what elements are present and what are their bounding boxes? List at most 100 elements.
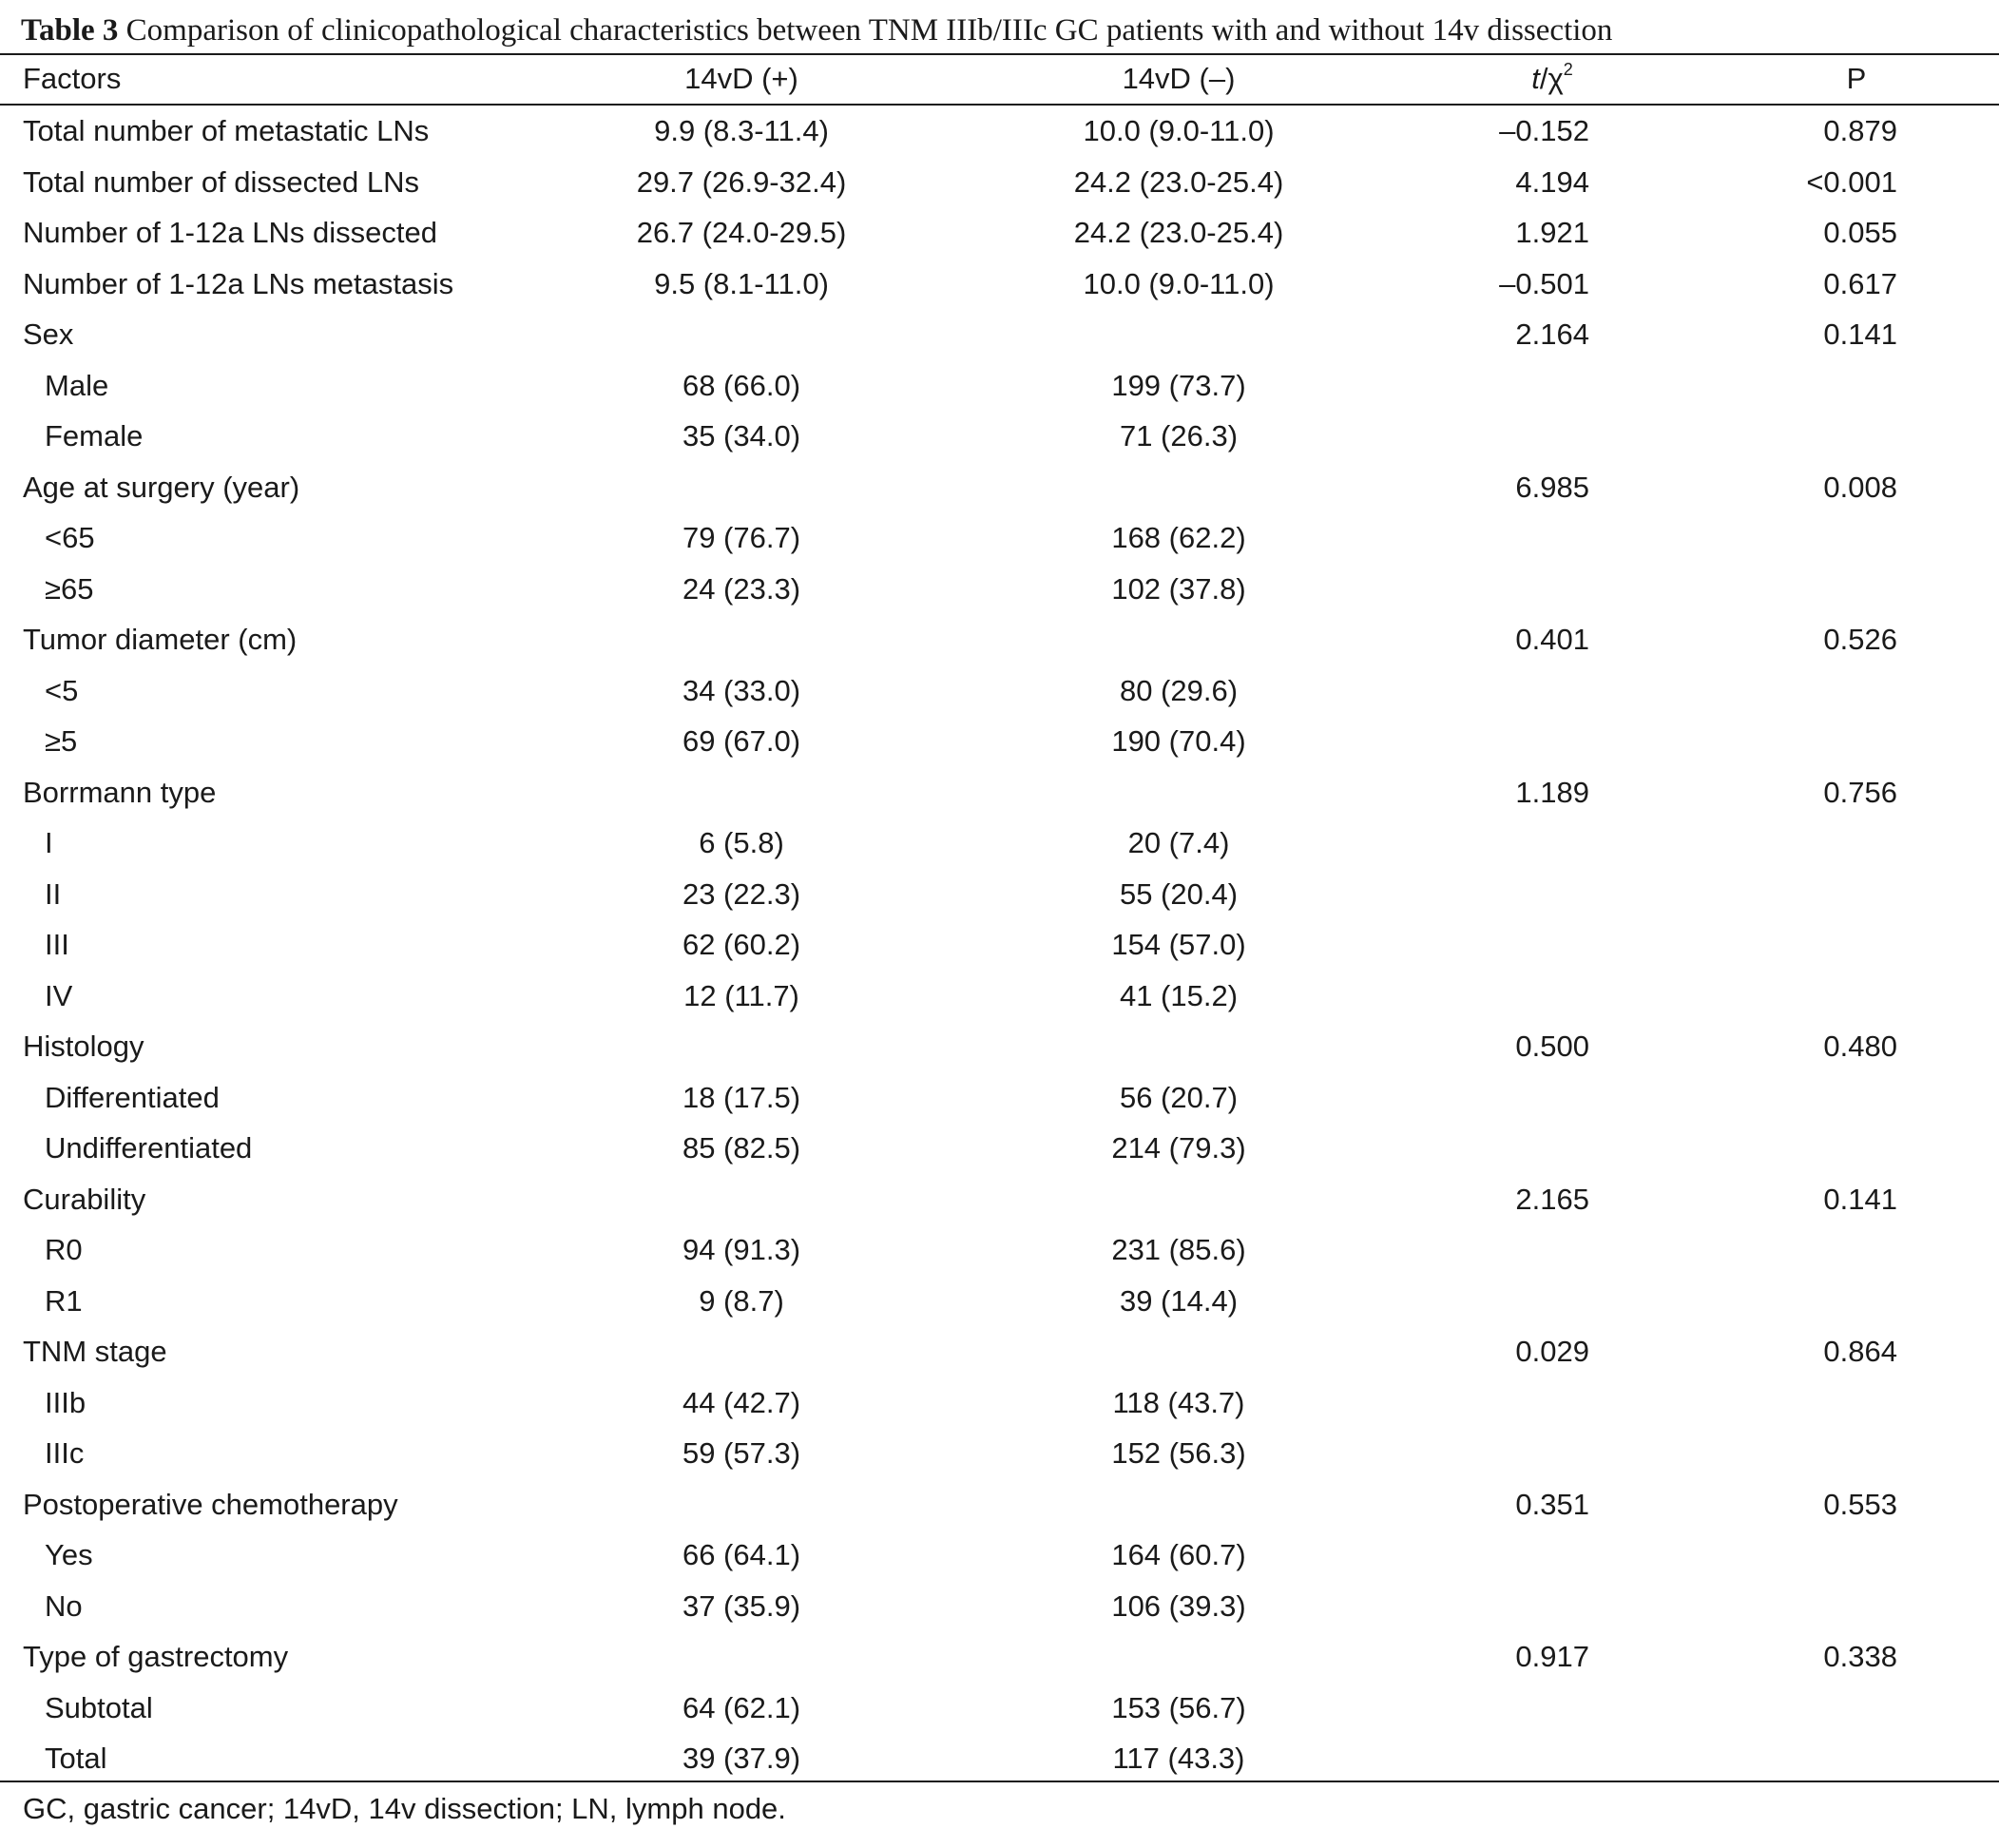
row-14vd-negative: 164 (60.7) bbox=[1111, 1538, 1246, 1571]
row-14vd-negative: 154 (57.0) bbox=[1111, 928, 1246, 961]
row-14vd-positive: 39 (37.9) bbox=[682, 1742, 801, 1775]
row-14vd-negative: 80 (29.6) bbox=[1119, 673, 1239, 707]
row-factor: Tumor diameter (cm) bbox=[23, 623, 298, 656]
row-factor: Female bbox=[45, 419, 144, 452]
table-row: Number of 1-12a LNs metastasis 9.5 (8.1-1… bbox=[0, 259, 1999, 310]
row-14vd-negative: 71 (26.3) bbox=[1119, 419, 1239, 452]
row-14vd-positive: 94 (91.3) bbox=[682, 1233, 801, 1266]
table-row: Male 68 (66.0) 199 (73.7) bbox=[0, 360, 1999, 412]
row-statistic: 0.401 bbox=[1515, 623, 1589, 656]
table-footnote: GC, gastric cancer; 14vD, 14v dissection… bbox=[23, 1792, 786, 1825]
table-row: R1 9 (8.7) 39 (14.4) bbox=[0, 1276, 1999, 1327]
row-p-value: 0.526 bbox=[1823, 623, 1897, 656]
row-p-value: 0.864 bbox=[1823, 1335, 1897, 1368]
row-p-value: 0.879 bbox=[1823, 114, 1897, 147]
row-14vd-positive: 18 (17.5) bbox=[682, 1080, 801, 1114]
row-14vd-negative: 102 (37.8) bbox=[1111, 571, 1246, 606]
row-14vd-positive: 9.5 (8.1-11.0) bbox=[654, 266, 829, 300]
header-stat-sup: 2 bbox=[1563, 60, 1573, 79]
row-14vd-negative: 231 (85.6) bbox=[1111, 1233, 1246, 1266]
table-row: ≥65 24 (23.3) 102 (37.8) bbox=[0, 564, 1999, 615]
table-number: Table 3 bbox=[21, 13, 119, 48]
table-row: Subtotal 64 (62.1) 153 (56.7) bbox=[0, 1683, 1999, 1734]
row-14vd-negative: 56 (20.7) bbox=[1119, 1080, 1239, 1114]
row-14vd-positive: 26.7 (24.0-29.5) bbox=[636, 216, 847, 249]
row-14vd-negative: 55 (20.4) bbox=[1119, 876, 1239, 911]
header-stat-chi: /χ bbox=[1539, 62, 1564, 95]
row-p-value: 0.338 bbox=[1823, 1640, 1897, 1673]
row-factor: Borrmann type bbox=[23, 775, 217, 809]
row-factor: ≥5 bbox=[45, 724, 78, 758]
table-row: IIIc 59 (57.3) 152 (56.3) bbox=[0, 1428, 1999, 1479]
row-statistic: 0.351 bbox=[1515, 1487, 1589, 1521]
row-statistic: 2.165 bbox=[1515, 1182, 1589, 1216]
table-row: Age at surgery (year) 6.985 0.008 bbox=[0, 462, 1999, 513]
row-14vd-negative: 152 (56.3) bbox=[1111, 1436, 1246, 1470]
row-14vd-positive: 85 (82.5) bbox=[682, 1131, 801, 1165]
header-rule bbox=[0, 104, 1999, 106]
row-statistic: 0.500 bbox=[1515, 1030, 1589, 1063]
row-p-value: <0.001 bbox=[1806, 164, 1897, 199]
row-factor: Sex bbox=[23, 318, 74, 351]
table-row: Differentiated 18 (17.5) 56 (20.7) bbox=[0, 1072, 1999, 1124]
row-14vd-positive: 66 (64.1) bbox=[682, 1538, 801, 1571]
row-14vd-negative: 199 (73.7) bbox=[1111, 368, 1246, 402]
row-14vd-negative: 24.2 (23.0-25.4) bbox=[1073, 164, 1284, 199]
table-row: TNM stage 0.029 0.864 bbox=[0, 1326, 1999, 1377]
row-factor: TNM stage bbox=[23, 1335, 167, 1368]
table-row: ≥5 69 (67.0) 190 (70.4) bbox=[0, 716, 1999, 767]
row-14vd-positive: 29.7 (26.9-32.4) bbox=[636, 164, 847, 199]
header-factors: Factors bbox=[23, 62, 122, 95]
row-14vd-negative: 153 (56.7) bbox=[1111, 1690, 1246, 1724]
row-p-value: 0.141 bbox=[1823, 318, 1897, 351]
row-14vd-positive: 34 (33.0) bbox=[682, 673, 801, 707]
row-14vd-negative: 168 (62.2) bbox=[1111, 521, 1246, 554]
row-14vd-positive: 37 (35.9) bbox=[682, 1588, 801, 1623]
header-statistic: t/χ2 bbox=[1426, 53, 1679, 105]
table-row: Tumor diameter (cm) 0.401 0.526 bbox=[0, 614, 1999, 665]
row-statistic: 1.921 bbox=[1515, 216, 1589, 249]
table-row: Postoperative chemotherapy 0.351 0.553 bbox=[0, 1479, 1999, 1530]
row-14vd-negative: 20 (7.4) bbox=[1127, 826, 1230, 859]
table-row: <65 79 (76.7) 168 (62.2) bbox=[0, 512, 1999, 564]
row-statistic: 2.164 bbox=[1515, 318, 1589, 351]
row-factor: <65 bbox=[45, 521, 95, 554]
row-14vd-negative: 39 (14.4) bbox=[1119, 1283, 1239, 1318]
row-p-value: 0.141 bbox=[1823, 1182, 1897, 1216]
table-row: Yes 66 (64.1) 164 (60.7) bbox=[0, 1530, 1999, 1581]
row-14vd-positive: 62 (60.2) bbox=[682, 928, 801, 961]
row-14vd-negative: 190 (70.4) bbox=[1111, 724, 1246, 758]
bottom-rule bbox=[0, 1781, 1999, 1782]
row-factor: Total bbox=[45, 1742, 107, 1775]
header-p-value: P bbox=[1846, 62, 1867, 95]
table-row: IV 12 (11.7) 41 (15.2) bbox=[0, 971, 1999, 1022]
table-row: I 6 (5.8) 20 (7.4) bbox=[0, 818, 1999, 869]
row-factor: III bbox=[45, 928, 69, 961]
row-14vd-negative: 118 (43.7) bbox=[1112, 1385, 1245, 1419]
row-factor: Undifferentiated bbox=[45, 1131, 253, 1165]
row-14vd-negative: 214 (79.3) bbox=[1111, 1131, 1246, 1165]
table-row: Histology 0.500 0.480 bbox=[0, 1021, 1999, 1072]
table-row: Sex 2.164 0.141 bbox=[0, 309, 1999, 360]
row-statistic: 1.189 bbox=[1515, 775, 1589, 809]
row-p-value: 0.055 bbox=[1823, 216, 1897, 249]
row-factor: ≥65 bbox=[45, 571, 94, 606]
table-row: II 23 (22.3) 55 (20.4) bbox=[0, 869, 1999, 920]
row-14vd-positive: 64 (62.1) bbox=[682, 1690, 801, 1724]
table-row: Type of gastrectomy 0.917 0.338 bbox=[0, 1631, 1999, 1683]
row-factor: R1 bbox=[45, 1283, 83, 1318]
row-14vd-negative: 24.2 (23.0-25.4) bbox=[1073, 216, 1284, 249]
row-p-value: 0.480 bbox=[1823, 1030, 1897, 1063]
row-14vd-negative: 10.0 (9.0-11.0) bbox=[1083, 266, 1275, 300]
table-row: Undifferentiated 85 (82.5) 214 (79.3) bbox=[0, 1123, 1999, 1174]
row-statistic: 4.194 bbox=[1515, 164, 1589, 199]
row-14vd-positive: 59 (57.3) bbox=[682, 1436, 801, 1470]
row-factor: No bbox=[45, 1588, 83, 1623]
row-factor: I bbox=[45, 826, 53, 859]
row-factor: IIIc bbox=[45, 1436, 85, 1470]
row-statistic: 0.917 bbox=[1515, 1640, 1589, 1673]
row-factor: IV bbox=[45, 978, 73, 1012]
row-factor: Number of 1-12a LNs dissected bbox=[23, 216, 437, 249]
row-14vd-positive: 44 (42.7) bbox=[682, 1385, 801, 1419]
table-row: Curability 2.165 0.141 bbox=[0, 1174, 1999, 1225]
